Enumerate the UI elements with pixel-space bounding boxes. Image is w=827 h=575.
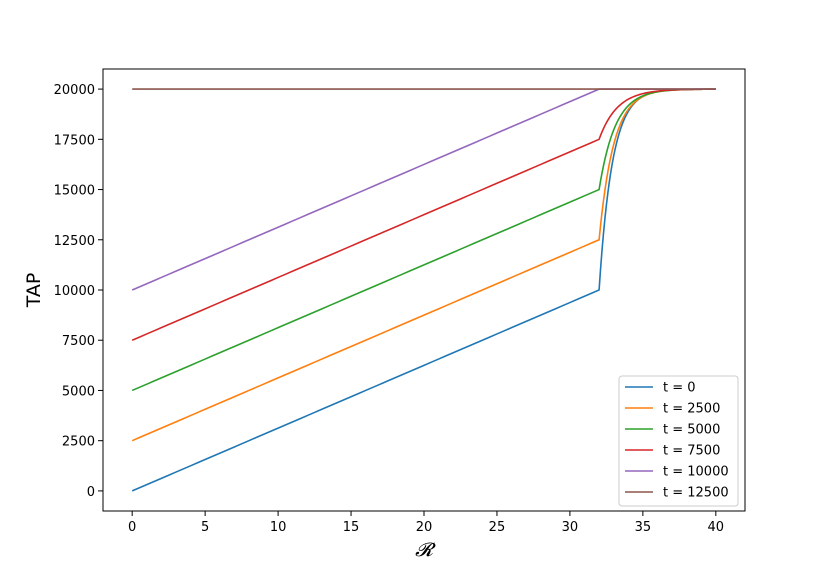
legend: t = 0 t = 2500 t = 5000 t = 7500 t = 10000 t … — [618, 375, 739, 507]
x-tick-label: 15 — [343, 520, 360, 535]
y-tick-label: 12500 — [54, 234, 95, 249]
legend-label: t = 10000 — [663, 465, 729, 480]
y-tick-label: 5000 — [62, 384, 95, 399]
y-tick-label: 17500 — [54, 133, 95, 148]
x-tick-label: 10 — [270, 520, 287, 535]
x-axis: 0 5 10 15 20 25 30 35 40 — [128, 511, 724, 535]
x-tick-label: 5 — [201, 520, 209, 535]
y-tick-label: 10000 — [54, 284, 95, 299]
y-axis-label: TAP — [23, 273, 45, 309]
y-tick-label: 7500 — [62, 334, 95, 349]
y-tick-label: 0 — [87, 485, 95, 500]
x-tick-label: 40 — [708, 520, 725, 535]
x-tick-label: 20 — [416, 520, 433, 535]
legend-label: t = 7500 — [663, 444, 720, 459]
legend-label: t = 5000 — [663, 423, 720, 438]
x-tick-label: 35 — [635, 520, 652, 535]
y-axis: 0 2500 5000 7500 10000 12500 15000 17500 20000 — [54, 83, 103, 500]
series-lines — [131, 88, 716, 492]
x-tick-label: 25 — [489, 520, 506, 535]
x-tick-label: 0 — [128, 520, 136, 535]
legend-label: t = 0 — [663, 381, 696, 396]
y-tick-label: 15000 — [54, 184, 95, 199]
x-axis-label: 𝓡 — [415, 539, 436, 561]
legend-label: t = 12500 — [663, 486, 729, 501]
x-tick-label: 30 — [562, 520, 579, 535]
legend-label: t = 2500 — [663, 402, 720, 417]
y-tick-label: 2500 — [62, 435, 95, 450]
y-tick-label: 20000 — [54, 83, 95, 98]
